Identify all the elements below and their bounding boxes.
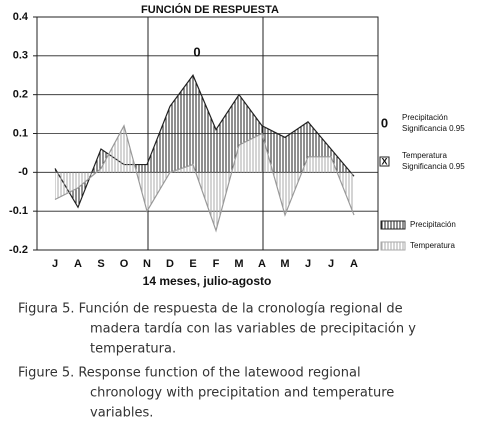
x-tick-label: M (280, 258, 289, 270)
legend-label: Precipitación (410, 220, 456, 229)
y-tick-label: 0.3 (13, 50, 28, 62)
legend-symbol: 0 (381, 115, 388, 130)
caption-line: Figura 5. Función de respuesta de la cro… (18, 302, 403, 317)
x-tick-label: D (166, 258, 174, 270)
legend-swatch (380, 241, 406, 251)
y-tick-label: 0.1 (13, 127, 28, 139)
legend-name: Temperatura (402, 151, 447, 160)
series-line (54, 124, 355, 233)
area-fill (55, 75, 354, 208)
x-tick-label: J (52, 258, 58, 270)
x-tick-label: O (120, 258, 129, 270)
caption-line: temperatura. (90, 342, 176, 357)
legend-label: Temperatura (410, 241, 455, 250)
caption-line: chronology with precipitation and temper… (90, 386, 394, 401)
series-line (54, 74, 355, 209)
legend-label: Significancia 0.95 (402, 162, 465, 171)
caption-line: madera tardía con las variables de preci… (90, 322, 416, 337)
legend-symbol-box (379, 156, 390, 167)
y-tick-label: 0.2 (13, 89, 28, 101)
area-fill (55, 125, 354, 231)
legend-symbol: X (381, 156, 387, 166)
y-tick-label: -0.2 (9, 244, 28, 256)
y-tick-label: -0 (18, 166, 28, 178)
x-tick-label: E (189, 258, 196, 270)
legend-label: Significancia 0.95 (402, 124, 465, 133)
x-tick-label: M (234, 258, 243, 270)
chart-title: FUNCIÓN DE RESPUESTA (141, 3, 279, 16)
x-axis-label: 14 meses, julio-agosto (143, 274, 272, 288)
y-tick-label: 0.4 (13, 11, 29, 23)
x-tick-label: S (97, 258, 104, 270)
caption: Figura 5. Función de respuesta de la cro… (18, 302, 416, 421)
x-tick-label: J (328, 258, 334, 270)
x-tick-label: A (258, 258, 266, 270)
x-tick-label: A (350, 258, 358, 270)
caption-line: variables. (90, 406, 153, 421)
legend-name: Precipitación (402, 113, 448, 122)
legend-swatch (380, 220, 406, 230)
x-tick-label: F (213, 258, 220, 270)
x-tick-label: N (143, 258, 151, 270)
x-tick-label: A (74, 258, 82, 270)
x-tick-label: J (305, 258, 311, 270)
caption-line: Figure 5. Response function of the latew… (18, 366, 361, 381)
annotation: 0 (193, 45, 200, 60)
y-tick-label: -0.1 (9, 205, 28, 217)
